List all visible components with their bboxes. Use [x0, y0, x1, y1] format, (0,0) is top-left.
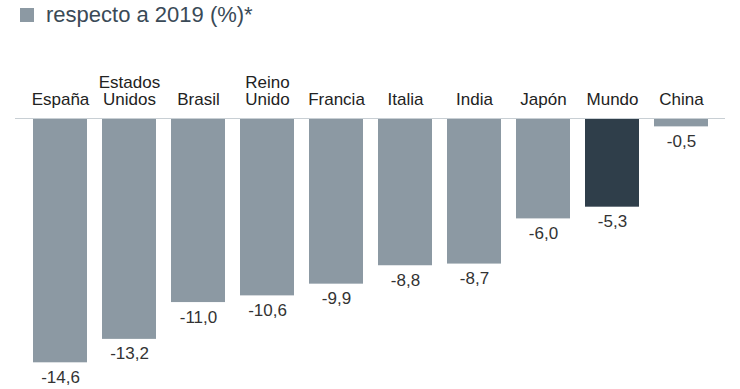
svg-text:Francia: Francia	[308, 90, 365, 109]
svg-text:-5,3: -5,3	[598, 212, 627, 231]
svg-text:-9,9: -9,9	[322, 289, 351, 308]
svg-text:-10,6: -10,6	[248, 301, 287, 320]
svg-text:Mundo: Mundo	[587, 90, 639, 109]
svg-text:India: India	[456, 90, 493, 109]
svg-text:-11,0: -11,0	[180, 308, 218, 327]
svg-text:-13,2: -13,2	[110, 344, 149, 363]
svg-text:España: España	[32, 90, 90, 109]
svg-text:Brasil: Brasil	[177, 90, 220, 109]
svg-text:-8,8: -8,8	[391, 271, 420, 290]
html-text:respecto a 2019 (%)*: respecto a 2019 (%)*	[46, 2, 253, 27]
svg-text:-14,6: -14,6	[41, 368, 80, 387]
svg-text:Italia: Italia	[388, 90, 424, 109]
svg-text:Japón: Japón	[520, 90, 566, 109]
svg-text:-6,0: -6,0	[529, 224, 558, 243]
svg-text:-8,7: -8,7	[460, 269, 489, 288]
svg-text:China: China	[659, 90, 704, 109]
svg-text:-0,5: -0,5	[667, 132, 696, 151]
svg-text:ReinoUnido: ReinoUnido	[245, 73, 289, 109]
svg-text:EstadosUnidos: EstadosUnidos	[99, 73, 160, 109]
